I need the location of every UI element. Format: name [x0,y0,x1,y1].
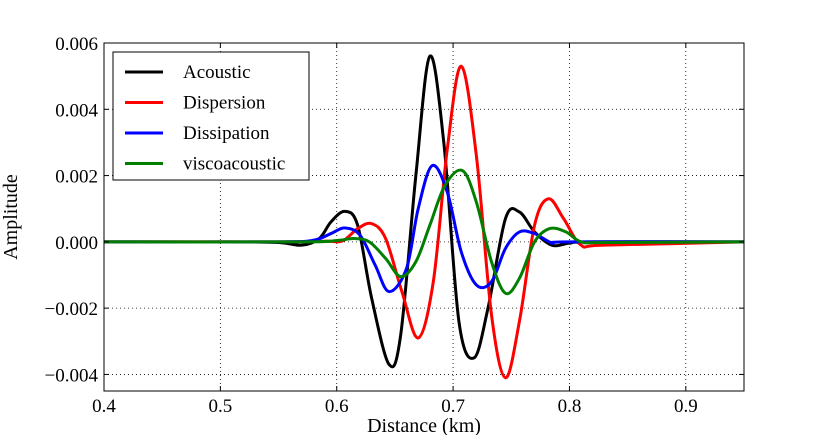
x-tick-label: 0.8 [558,396,582,417]
x-tick-label: 0.9 [674,396,698,417]
legend-label-dispersion: Dispersion [183,93,266,114]
y-tick-label: 0.004 [55,100,98,121]
y-tick-label: 0.002 [55,167,98,188]
legend-label-acoustic: Acoustic [183,62,251,83]
x-tick-label: 0.7 [441,396,465,417]
y-tick-label: 0.006 [55,34,98,55]
x-tick-label: 0.4 [92,396,116,417]
plot-series [104,54,744,380]
x-tick-label: 0.5 [208,396,232,417]
y-axis-label: Amplitude [0,174,22,260]
series-line-viscoacoustic [104,168,744,296]
y-tick-label: −0.004 [45,365,99,386]
y-tick-label: 0.000 [55,233,98,254]
legend: Acoustic Dispersion Dissipation viscoacoust… [112,51,310,181]
y-tick-label: −0.002 [45,299,98,320]
axis-ticks: 0.4 0.5 0.6 0.7 0.8 0.9 −0.004 −0.002 0.000 0.002… [45,34,744,417]
x-tick-label: 0.6 [325,396,349,417]
legend-label-viscoacoustic: viscoacoustic [183,154,285,175]
legend-label-dissipation: Dissipation [183,123,270,144]
series-line-dissipation [104,163,744,294]
plot-frame [103,42,745,392]
x-axis-label: Distance (km) [367,415,481,435]
